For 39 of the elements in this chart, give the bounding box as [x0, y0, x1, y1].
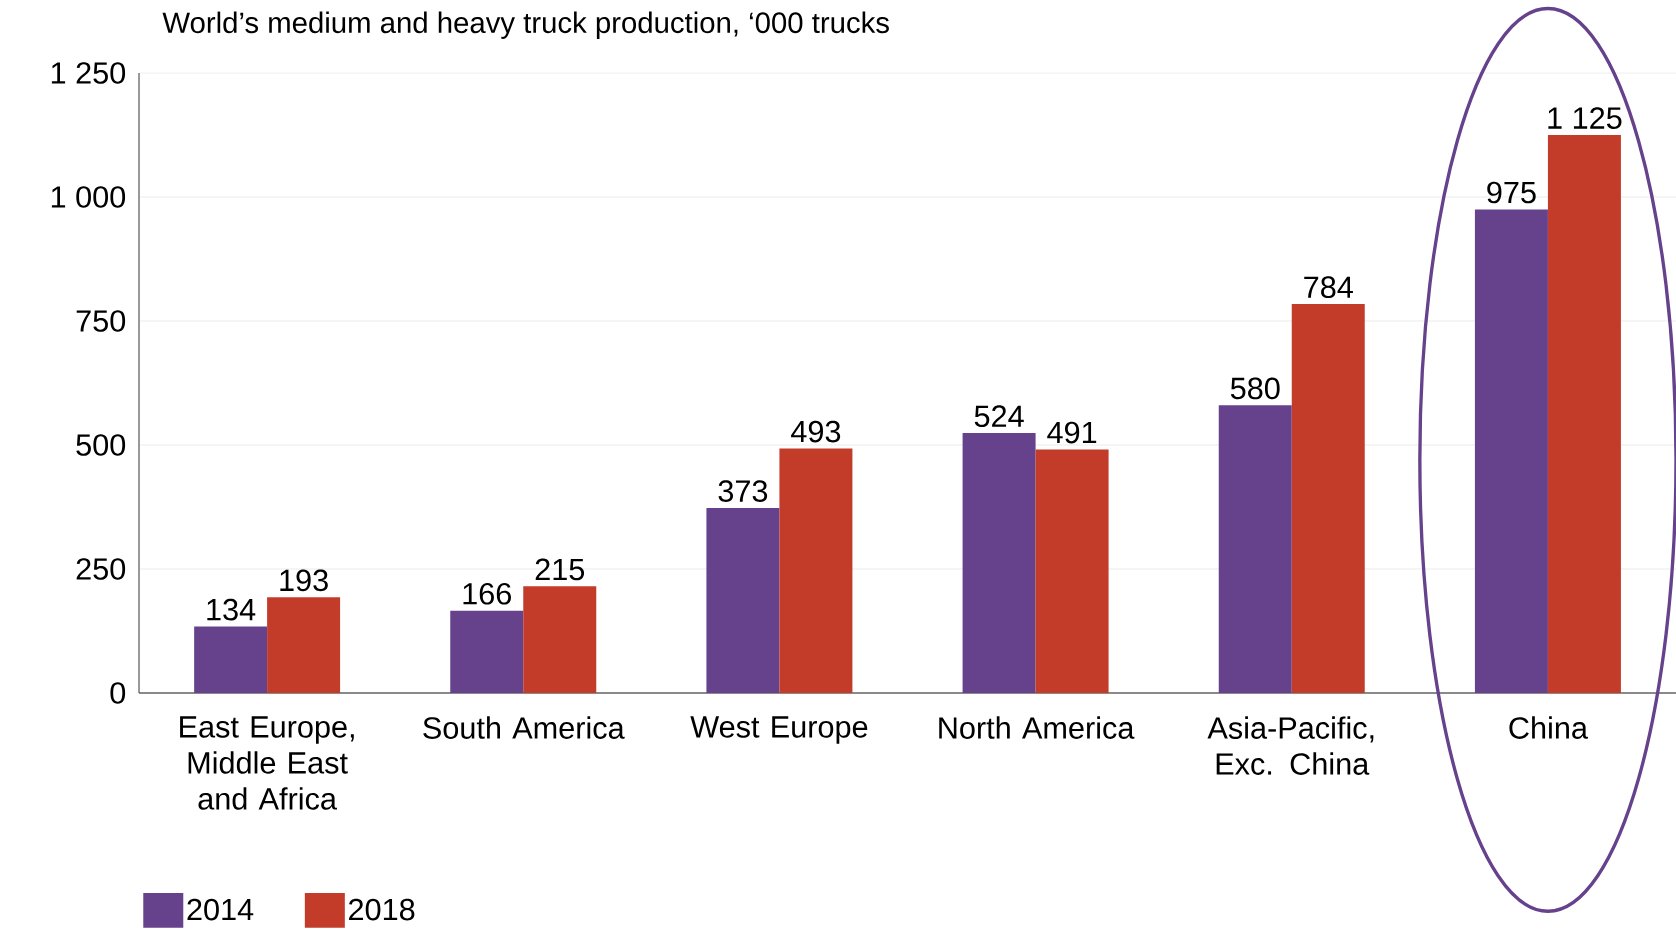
bar	[1474, 209, 1548, 693]
data-label: 1 125	[1548, 107, 1622, 129]
y-tick-label: 750	[76, 310, 126, 332]
x-tick-label: North America	[939, 716, 1135, 739]
data-label: 524	[974, 405, 1024, 428]
data-label: 166	[463, 582, 511, 605]
x-tick-label: China	[1509, 716, 1588, 739]
bar	[1218, 405, 1292, 693]
data-label: 134	[207, 598, 256, 621]
bar	[1547, 134, 1621, 693]
y-tick-label: 250	[76, 558, 126, 580]
bar	[523, 586, 597, 693]
x-tick-label: East Europe, Middle East and Africa	[180, 716, 354, 810]
data-label: 215	[535, 558, 585, 581]
bar	[267, 597, 341, 693]
data-label: 784	[1304, 276, 1353, 299]
data-label: 975	[1487, 181, 1536, 204]
data-label: 193	[280, 569, 328, 592]
data-label: 491	[1047, 421, 1097, 444]
y-tick-label: 1 250	[51, 62, 126, 84]
chart-title: World’s medium and heavy truck production, ‘000 trucks	[162, 11, 889, 39]
bar	[450, 610, 524, 693]
bar	[779, 448, 853, 693]
y-tick-label: 500	[76, 434, 126, 456]
y-tick-label: 0	[110, 682, 126, 704]
bar	[962, 433, 1036, 693]
legend-label: 2018	[349, 898, 415, 921]
x-tick-label: Asia-Pacific, Exc. China	[1207, 716, 1374, 775]
x-tick-label: South America	[423, 716, 625, 739]
bar	[194, 626, 268, 693]
legend-label: 2014	[187, 898, 254, 921]
y-tick-label: 1 000	[51, 186, 126, 208]
x-tick-label: West Europe	[690, 716, 868, 744]
bar	[1035, 449, 1109, 693]
data-label: 373	[718, 480, 768, 502]
data-label: 493	[791, 420, 841, 443]
data-label: 580	[1230, 377, 1280, 400]
bar	[1291, 304, 1365, 693]
bar	[706, 507, 780, 693]
